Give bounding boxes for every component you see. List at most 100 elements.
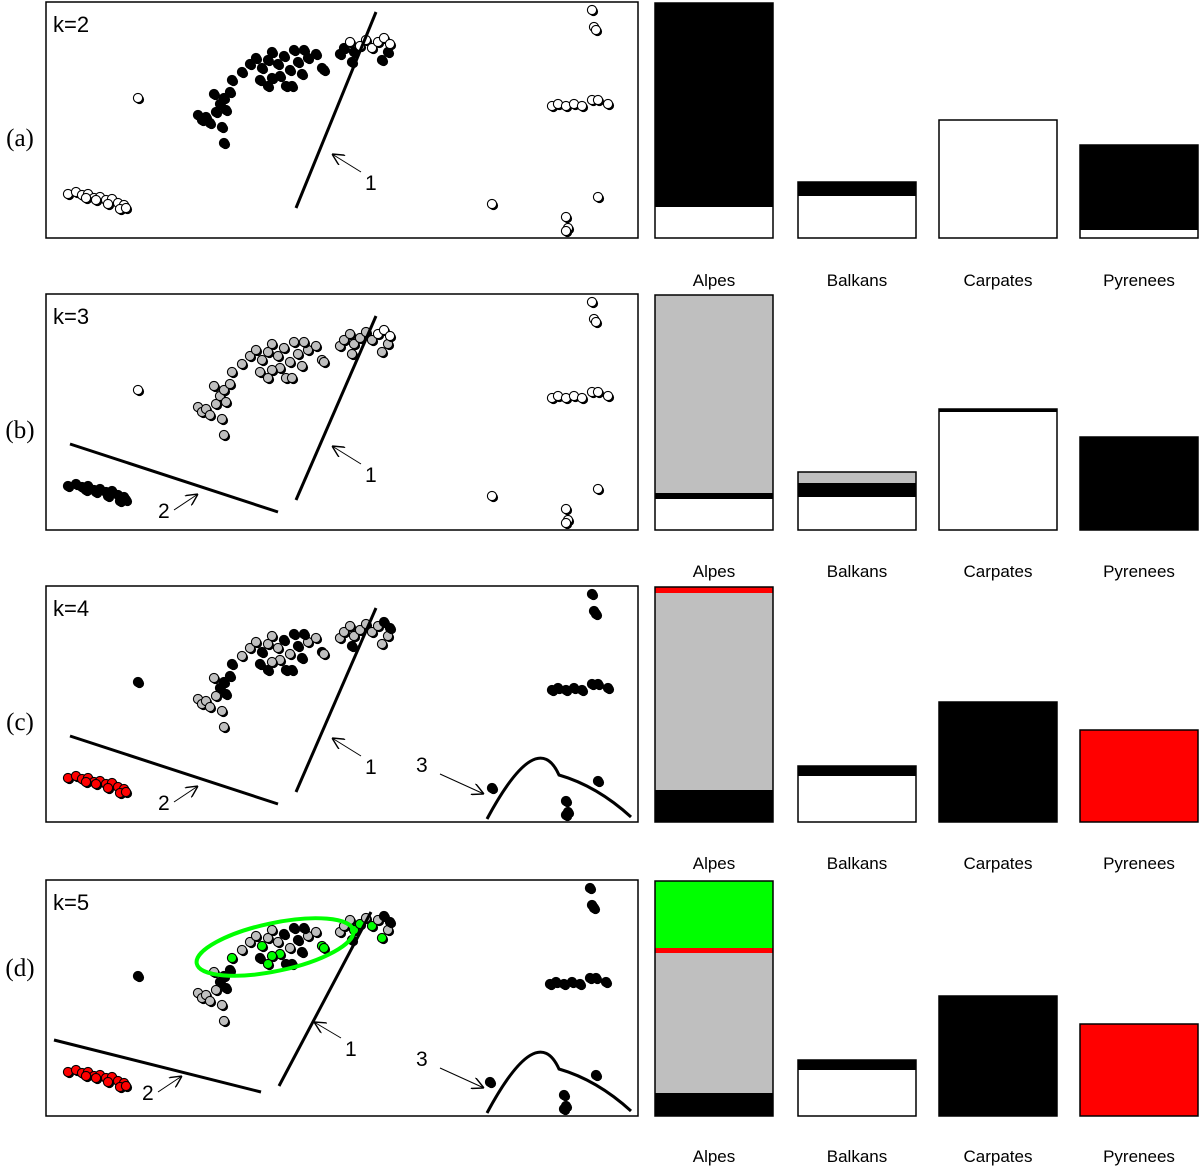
- separator-line-2: [53, 1038, 262, 1094]
- separator-lines: 1: [294, 11, 378, 209]
- arrow-3: [439, 773, 484, 794]
- scatter-point: [262, 372, 274, 384]
- scatter-point: [132, 676, 144, 688]
- scatter-point: [574, 978, 586, 990]
- scatter-point: [90, 194, 102, 206]
- bar-outline: [654, 2, 774, 239]
- bar-segment-white: [798, 196, 916, 238]
- bar-outline: [654, 880, 774, 1117]
- scatter-point: [90, 1072, 102, 1084]
- panel-label: (d): [5, 955, 34, 982]
- scatter-point: [354, 332, 366, 344]
- scatter-point: [224, 86, 236, 98]
- scatter-point: [254, 952, 266, 964]
- scatter-point: [80, 776, 92, 788]
- separator-line-1: [277, 911, 373, 1087]
- scatter-point: [218, 384, 230, 396]
- bar-outline: [1079, 436, 1199, 531]
- k-label: k=3: [53, 304, 89, 329]
- scatter-frame: [45, 879, 639, 1117]
- scatter-point: [586, 588, 598, 600]
- scatter-point: [262, 346, 274, 358]
- scatter-point: [298, 44, 310, 56]
- bar-segment-black: [655, 3, 773, 207]
- scatter-point: [216, 413, 228, 425]
- scatter-point: [254, 366, 266, 378]
- scatter-point: [378, 910, 390, 922]
- bar-segment-black: [655, 1093, 773, 1116]
- scatter-point: [208, 380, 220, 392]
- scatter-point: [262, 958, 274, 970]
- scatter-point: [204, 701, 216, 713]
- scatter-point: [576, 392, 588, 404]
- scatter-point: [344, 328, 356, 340]
- panel-label: (c): [6, 709, 34, 736]
- scatter-point: [586, 4, 598, 16]
- scatter-point: [558, 1103, 570, 1115]
- scatter-point: [292, 934, 304, 946]
- scatter-point: [584, 882, 596, 894]
- scatter-point: [120, 494, 132, 506]
- bar-outline: [797, 471, 917, 531]
- scatter-points: [62, 882, 613, 1116]
- bar-outline: [797, 1059, 917, 1117]
- category-label: Balkans: [827, 562, 887, 581]
- scatter-point: [120, 1080, 132, 1092]
- scatter-point: [102, 490, 114, 502]
- scatter-point: [590, 972, 602, 984]
- stacked-bars: Alpes Balkans Carpates Pyrenees: [654, 294, 1199, 581]
- separator-line-1: [294, 607, 378, 793]
- bar-segment-white: [798, 776, 916, 822]
- scatter-point: [384, 330, 396, 342]
- separator-line-2: [69, 734, 279, 806]
- scatter-point: [310, 48, 322, 60]
- scatter-point: [590, 608, 602, 620]
- bar-segment-gray: [655, 953, 773, 1093]
- scatter-point: [254, 74, 266, 86]
- scatter-point: [266, 950, 278, 962]
- arrow-label-1: 1: [365, 464, 377, 487]
- category-label: Pyrenees: [1103, 1147, 1175, 1166]
- scatter-point: [218, 429, 230, 441]
- scatter-point: [278, 50, 290, 62]
- bar-outline: [1079, 144, 1199, 239]
- scatter-point: [576, 100, 588, 112]
- bar-segment-gray: [655, 295, 773, 493]
- bar-outline: [938, 119, 1058, 239]
- scatter-point: [250, 636, 262, 648]
- scatter-point: [366, 920, 378, 932]
- scatter-point: [590, 24, 602, 36]
- scatter-point: [90, 778, 102, 790]
- bar-segment-white: [1080, 230, 1198, 238]
- scatter-point: [288, 922, 300, 934]
- arrow-label-1: 1: [365, 756, 377, 779]
- separator-lines: 1 2 3: [53, 911, 633, 1114]
- bar-segment-black: [798, 1060, 916, 1070]
- scatter-point: [592, 678, 604, 690]
- scatter-point: [120, 786, 132, 798]
- scatter-point: [286, 372, 298, 384]
- scatter-point: [338, 42, 350, 54]
- bar-outline: [1079, 1023, 1199, 1117]
- arrow-label-3: 3: [416, 754, 428, 777]
- scatter-point: [348, 630, 360, 642]
- category-label: Alpes: [693, 1147, 736, 1166]
- bar-outline: [797, 765, 917, 823]
- category-label: Alpes: [693, 854, 736, 873]
- scatter-point: [218, 137, 230, 149]
- scatter-point: [278, 928, 290, 940]
- scatter-point: [366, 626, 378, 638]
- scatter-point: [244, 58, 256, 70]
- scatter-point: [288, 336, 300, 348]
- scatter-point: [120, 202, 132, 214]
- scatter-point: [486, 490, 498, 502]
- scatter-point: [80, 484, 92, 496]
- bar-segment-white: [655, 207, 773, 238]
- scatter-point: [244, 936, 256, 948]
- scatter-point: [338, 626, 350, 638]
- category-label: Carpates: [964, 271, 1033, 290]
- bar-outline: [938, 408, 1058, 531]
- bar-segment-black: [655, 790, 773, 822]
- scatter-points: [62, 296, 615, 530]
